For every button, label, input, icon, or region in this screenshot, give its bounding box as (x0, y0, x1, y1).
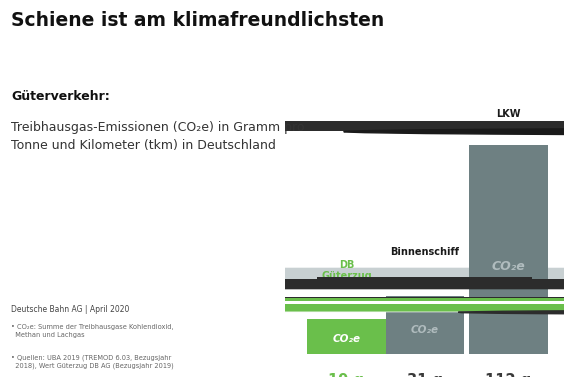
Bar (307, 319, 385, 354)
Text: Deutsche Bahn AG | April 2020: Deutsche Bahn AG | April 2020 (11, 305, 130, 314)
Bar (0, 117, 570, 131)
Text: Treibhausgas-Emissionen (CO₂e) in Gramm pro
Tonne und Kilometer (tkm) in Deutsch: Treibhausgas-Emissionen (CO₂e) in Gramm … (11, 121, 305, 152)
Bar (317, 277, 532, 279)
Text: Binnenschiff: Binnenschiff (390, 247, 459, 257)
Circle shape (458, 310, 570, 314)
Circle shape (0, 268, 570, 287)
Text: 112 g: 112 g (485, 373, 532, 377)
Text: CO₂e: CO₂e (410, 325, 439, 335)
FancyBboxPatch shape (0, 297, 570, 312)
Bar (385, 296, 464, 354)
Bar (229, 301, 570, 304)
Bar (0, 279, 570, 283)
Text: Güterverkehr:: Güterverkehr: (11, 90, 110, 103)
Text: • CO₂e: Summe der Treibhausgase Kohlendioxid,
  Methan und Lachgas: • CO₂e: Summe der Treibhausgase Kohlendi… (11, 324, 174, 338)
Text: CO₂e: CO₂e (332, 334, 360, 345)
Text: 19 g: 19 g (328, 373, 364, 377)
FancyBboxPatch shape (0, 283, 570, 289)
Bar (469, 145, 548, 354)
Circle shape (344, 128, 570, 135)
Text: Schiene ist am klimafreundlichsten: Schiene ist am klimafreundlichsten (11, 11, 385, 30)
Text: 31 g: 31 g (406, 373, 443, 377)
Circle shape (0, 310, 235, 314)
Bar (0, 297, 570, 298)
Circle shape (0, 298, 570, 311)
Text: DB
Güterzug: DB Güterzug (321, 260, 372, 282)
Bar (0, 301, 307, 304)
Text: • Quellen: UBA 2019 (TREMOD 6.03, Bezugsjahr
  2018), Wert Güterzug DB AG (Bezug: • Quellen: UBA 2019 (TREMOD 6.03, Bezugs… (11, 354, 174, 369)
Text: LKW: LKW (496, 109, 520, 119)
Text: CO₂e: CO₂e (491, 260, 526, 273)
Circle shape (0, 81, 570, 126)
